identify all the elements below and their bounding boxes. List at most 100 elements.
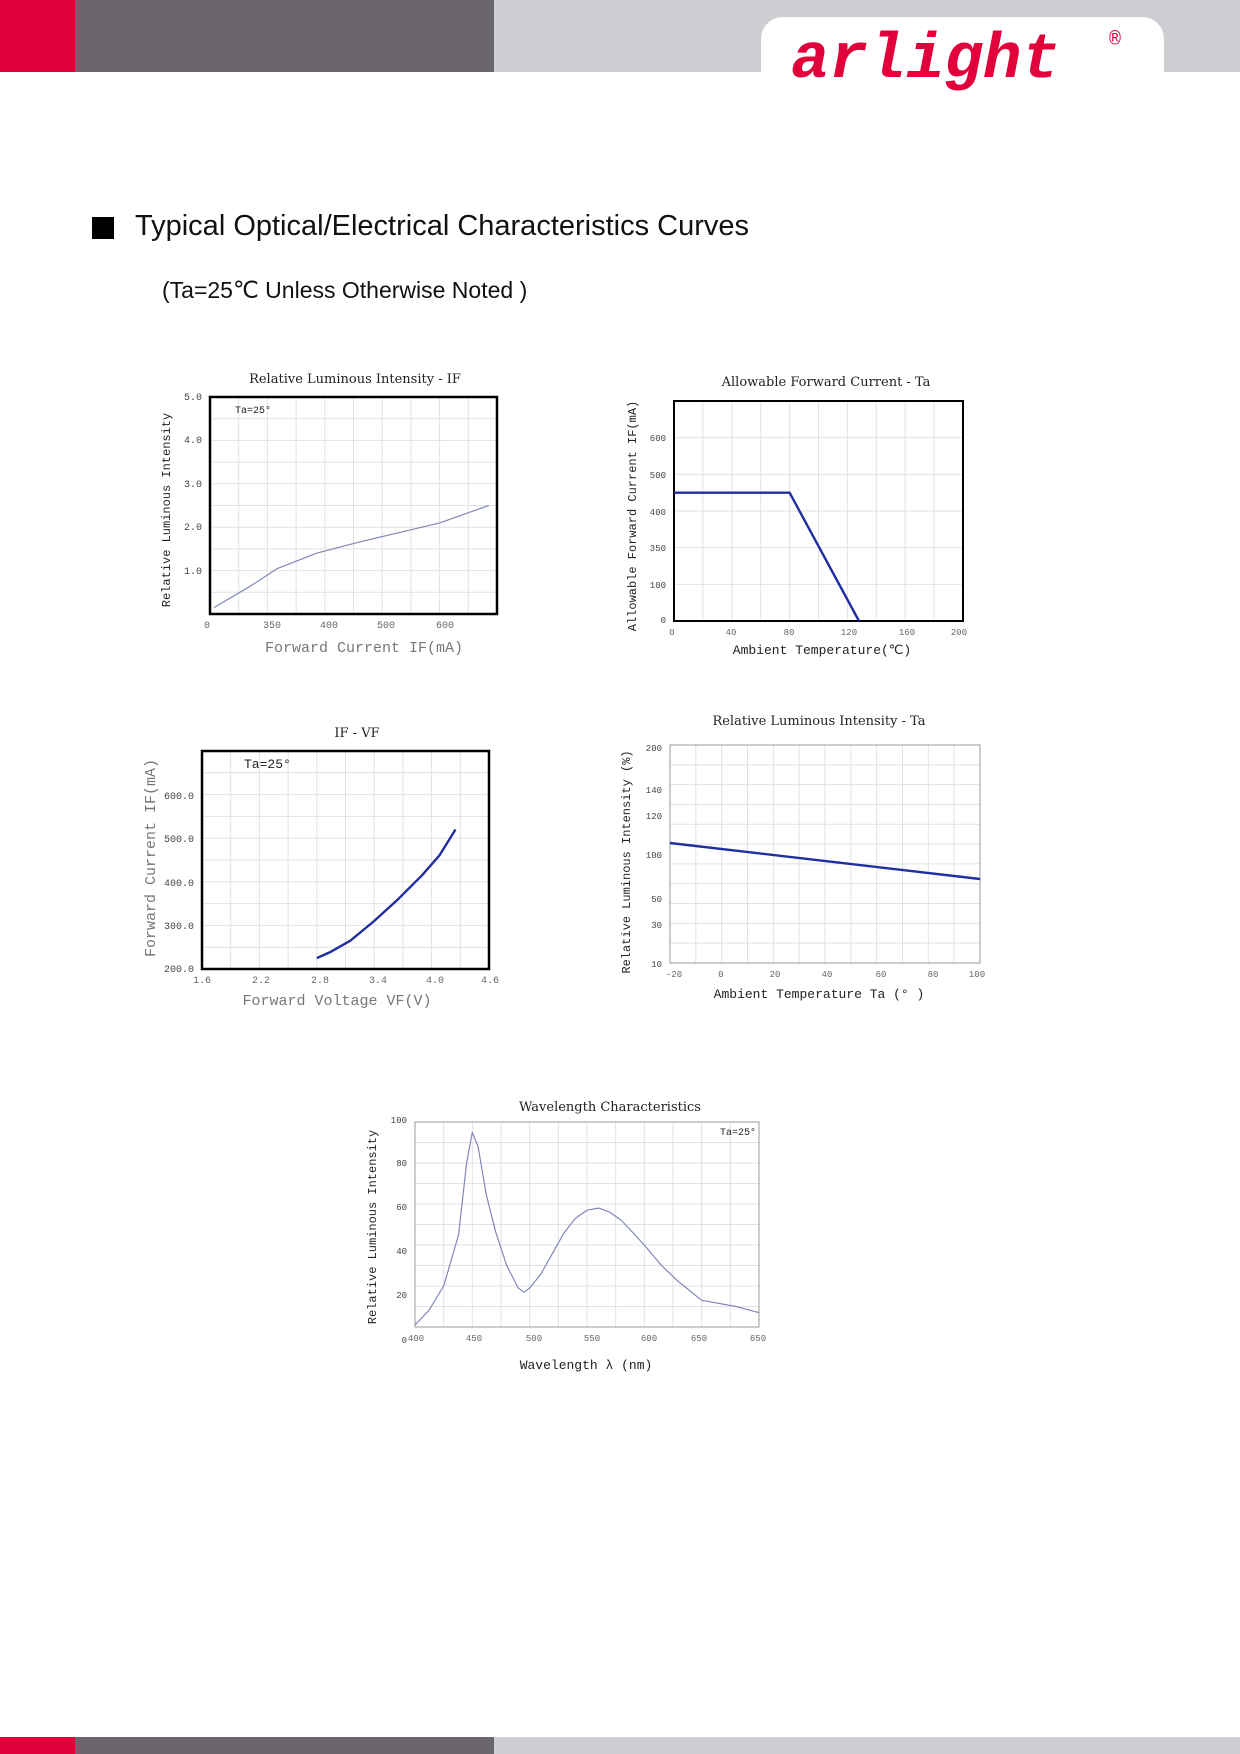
- y-tick-label: 2.0: [184, 523, 202, 534]
- x-tick-label: 80: [784, 628, 795, 638]
- logo: arlight ®: [761, 17, 1164, 97]
- series-line: [316, 828, 457, 960]
- series-line: [213, 504, 490, 609]
- x-axis-label: Ambient Temperature Ta (° ): [714, 987, 925, 1002]
- x-axis-label: Forward Voltage VF(V): [242, 993, 431, 1010]
- x-tick-label: 3.4: [369, 976, 387, 987]
- y-tick-label: 100: [391, 1116, 407, 1126]
- x-tick-label: 2.8: [311, 976, 329, 987]
- y-tick-label: 300.0: [164, 922, 194, 933]
- conditions-note: (Ta=25℃ Unless Otherwise Noted ): [162, 277, 528, 303]
- x-tick-label: 100: [969, 970, 985, 980]
- y-tick-label: 500.0: [164, 835, 194, 846]
- x-tick-label: 60: [876, 970, 887, 980]
- series-line: [674, 491, 861, 622]
- page-title: Typical Optical/Electrical Characteristi…: [135, 210, 750, 242]
- y-tick-label: 350: [650, 544, 666, 554]
- x-tick-label: 400: [320, 621, 338, 632]
- x-tick-label: 350: [263, 621, 281, 632]
- x-tick-label: 0: [669, 628, 674, 638]
- y-tick-label: 4.0: [184, 436, 202, 447]
- x-tick-label: 650: [750, 1334, 766, 1344]
- x-tick-label: 4.0: [426, 976, 444, 987]
- x-tick-label: 4.6: [481, 976, 499, 987]
- y-tick-label: 80: [396, 1159, 407, 1169]
- y-tick-label: 0: [661, 616, 666, 626]
- x-tick-label: 500: [526, 1334, 542, 1344]
- x-tick-label: 0: [718, 970, 723, 980]
- y-tick-label: 140: [646, 786, 662, 796]
- y-axis-label: Allowable Forward Current IF(mA): [626, 401, 640, 631]
- x-axis-label: Wavelength λ (nm): [520, 1358, 653, 1373]
- x-tick-label: 80: [928, 970, 939, 980]
- footer-band: [0, 1737, 1240, 1754]
- chart-annotation: Ta=25°: [235, 405, 271, 417]
- x-tick-label: 500: [377, 621, 395, 632]
- y-axis-label: Relative Luminous Intensity (%): [620, 750, 634, 973]
- plot-frame: [200, 749, 491, 971]
- plot-frame: [208, 395, 499, 616]
- x-tick-label: 40: [726, 628, 737, 638]
- y-tick-label: 100: [646, 851, 662, 861]
- footer-light-block: [494, 1737, 1240, 1754]
- chart-annotation: Ta=25°: [720, 1127, 756, 1139]
- y-tick-label: 10: [651, 960, 662, 970]
- y-tick-label: 1.0: [184, 567, 202, 578]
- header-red-block: [0, 0, 75, 72]
- x-tick-label: 600: [641, 1334, 657, 1344]
- y-tick-label: 400.0: [164, 879, 194, 890]
- x-axis-label: Ambient Temperature(℃): [733, 643, 911, 658]
- y-tick-label: 60: [396, 1203, 407, 1213]
- y-tick-label: 500: [650, 471, 666, 481]
- x-tick-label: 600: [436, 621, 454, 632]
- y-tick-label: 40: [396, 1247, 407, 1257]
- logo-wordmark: arlight: [791, 25, 1060, 97]
- x-tick-label: 400: [408, 1334, 424, 1344]
- x-tick-label: 650: [691, 1334, 707, 1344]
- y-tick-label: 100: [650, 581, 666, 591]
- chart-title: Allowable Forward Current - Ta: [721, 375, 931, 390]
- x-tick-label: 450: [466, 1334, 482, 1344]
- square-bullet-icon: [92, 217, 114, 239]
- x-tick-label: 40: [822, 970, 833, 980]
- chart-title: Relative Luminous Intensity - Ta: [712, 714, 925, 729]
- chart-1: Relative Luminous Intensity - IF Forward …: [160, 372, 499, 657]
- y-tick-label: 200.0: [164, 965, 194, 976]
- y-tick-label: 0: [402, 1336, 407, 1346]
- chart-2: Allowable Forward Current - Ta Ambient Te…: [626, 375, 967, 658]
- x-tick-label: 200: [951, 628, 967, 638]
- logo-mark: arlight ®: [791, 25, 1121, 97]
- chart-3: IF - VF Forward Voltage VF(V) Forward Curr…: [143, 726, 499, 1010]
- x-tick-label: 20: [770, 970, 781, 980]
- y-tick-label: 600.0: [164, 792, 194, 803]
- y-tick-label: 20: [396, 1291, 407, 1301]
- chart-annotation: Ta=25°: [244, 757, 291, 772]
- y-tick-label: 5.0: [184, 393, 202, 404]
- y-tick-label: 400: [650, 508, 666, 518]
- x-tick-label: -20: [666, 970, 682, 980]
- plot-frame: [669, 744, 981, 964]
- series-line: [669, 841, 981, 881]
- logo-registered-mark: ®: [1109, 29, 1121, 52]
- chart-title: Wavelength Characteristics: [519, 1100, 701, 1115]
- footer-dark-block: [75, 1737, 494, 1754]
- y-tick-label: 200: [646, 744, 662, 754]
- header-dark-block: [75, 0, 494, 72]
- y-tick-label: 3.0: [184, 480, 202, 491]
- x-tick-label: 550: [584, 1334, 600, 1344]
- y-tick-label: 600: [650, 434, 666, 444]
- x-tick-label: 1.6: [193, 976, 211, 987]
- y-tick-label: 120: [646, 812, 662, 822]
- footer-red-block: [0, 1737, 75, 1754]
- y-axis-label: Relative Luminous Intensity: [160, 413, 174, 607]
- x-tick-label: 120: [841, 628, 857, 638]
- y-tick-label: 50: [651, 895, 662, 905]
- x-tick-label: 0: [204, 621, 210, 632]
- y-axis-label: Relative Luminous Intensity: [366, 1130, 380, 1324]
- chart-5: Wavelength Characteristics Wavelength λ (…: [366, 1100, 766, 1373]
- series-line: [414, 1131, 760, 1326]
- x-tick-label: 160: [899, 628, 915, 638]
- chart-title: IF - VF: [334, 726, 379, 741]
- plot-frame: [414, 1121, 760, 1328]
- chart-title: Relative Luminous Intensity - IF: [249, 372, 461, 387]
